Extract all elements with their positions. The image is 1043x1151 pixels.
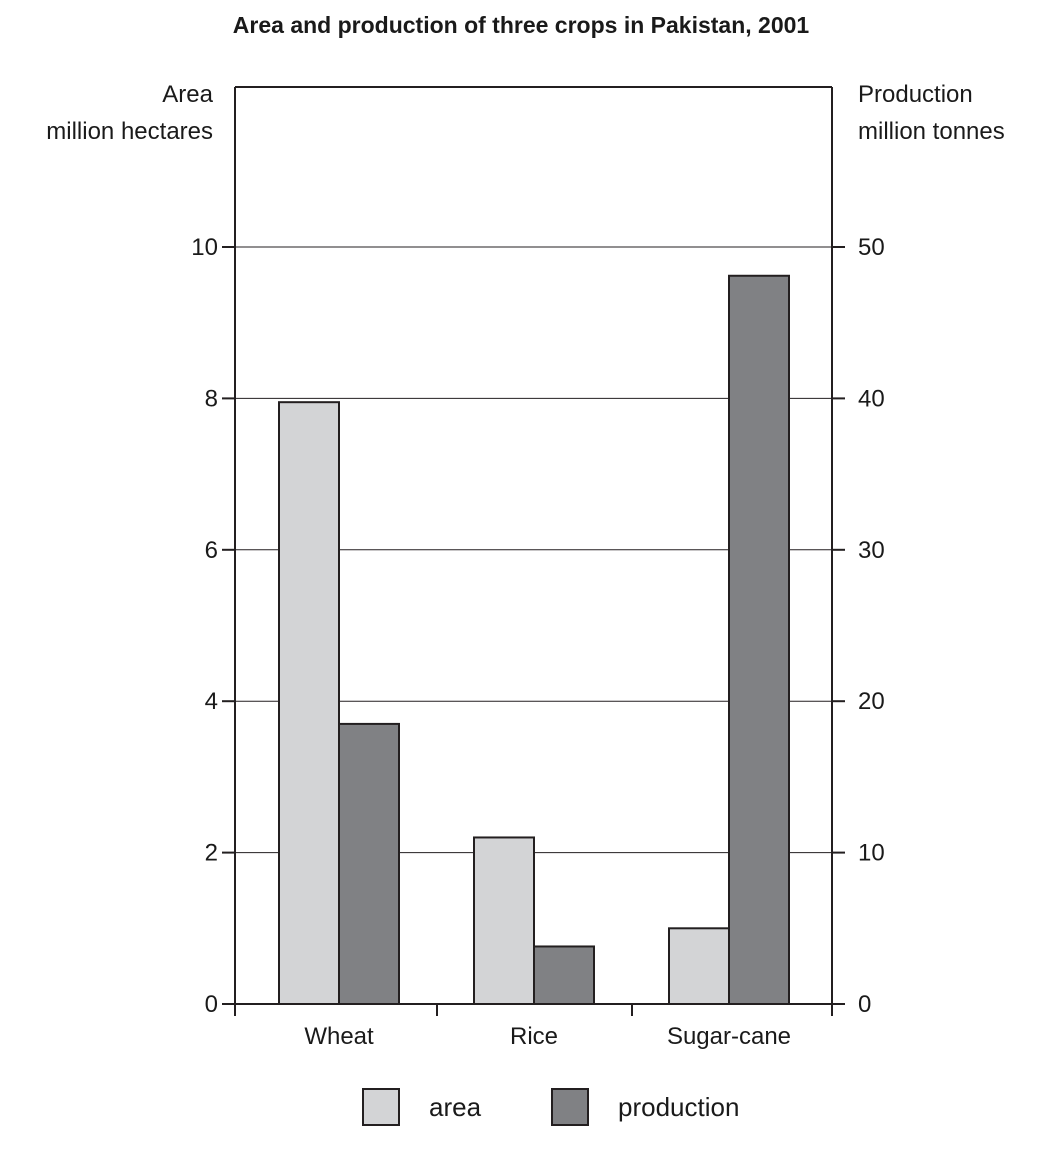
left-axis: 0 2 4 6 8 10 [191, 234, 235, 1018]
legend-label-production: production [618, 1092, 739, 1122]
bar-production-sugar-cane [728, 274, 790, 1005]
right-tick-label: 40 [858, 385, 885, 412]
right-tick-label: 0 [858, 991, 871, 1018]
left-axis-title-line2: million hectares [46, 118, 213, 145]
right-tick-label: 10 [858, 840, 885, 867]
left-axis-title-line1: Area [162, 81, 213, 108]
bars [278, 274, 790, 1006]
category-label-wheat: Wheat [304, 1023, 374, 1050]
left-tick-label: 6 [205, 537, 218, 564]
left-tick-label: 2 [205, 840, 218, 867]
bar-area-rice [473, 836, 535, 1006]
bar-production-wheat [338, 722, 400, 1005]
plot-frame [222, 86, 845, 1016]
legend-label-area: area [429, 1092, 482, 1122]
x-axis: Wheat Rice Sugar-cane [304, 1004, 791, 1050]
category-label-rice: Rice [510, 1023, 558, 1050]
bar-production-rice [533, 945, 595, 1006]
right-tick-label: 50 [858, 234, 885, 261]
legend-swatch-production [551, 1088, 589, 1126]
right-axis-title-line1: Production [858, 81, 973, 108]
right-axis: 0 10 20 30 40 50 [832, 234, 885, 1018]
left-tick-label: 8 [205, 385, 218, 412]
left-tick-label: 0 [205, 991, 218, 1018]
bar-area-sugar-cane [668, 927, 730, 1005]
legend: area production [362, 1088, 739, 1126]
bar-area-wheat [278, 401, 340, 1005]
legend-swatch-area [362, 1088, 400, 1126]
right-axis-title-line2: million tonnes [858, 118, 1005, 145]
left-tick-label: 10 [191, 234, 218, 261]
category-label-sugar-cane: Sugar-cane [667, 1023, 791, 1050]
left-tick-label: 4 [205, 688, 218, 715]
chart-title: Area and production of three crops in Pa… [233, 12, 810, 38]
right-tick-label: 30 [858, 537, 885, 564]
right-tick-label: 20 [858, 688, 885, 715]
